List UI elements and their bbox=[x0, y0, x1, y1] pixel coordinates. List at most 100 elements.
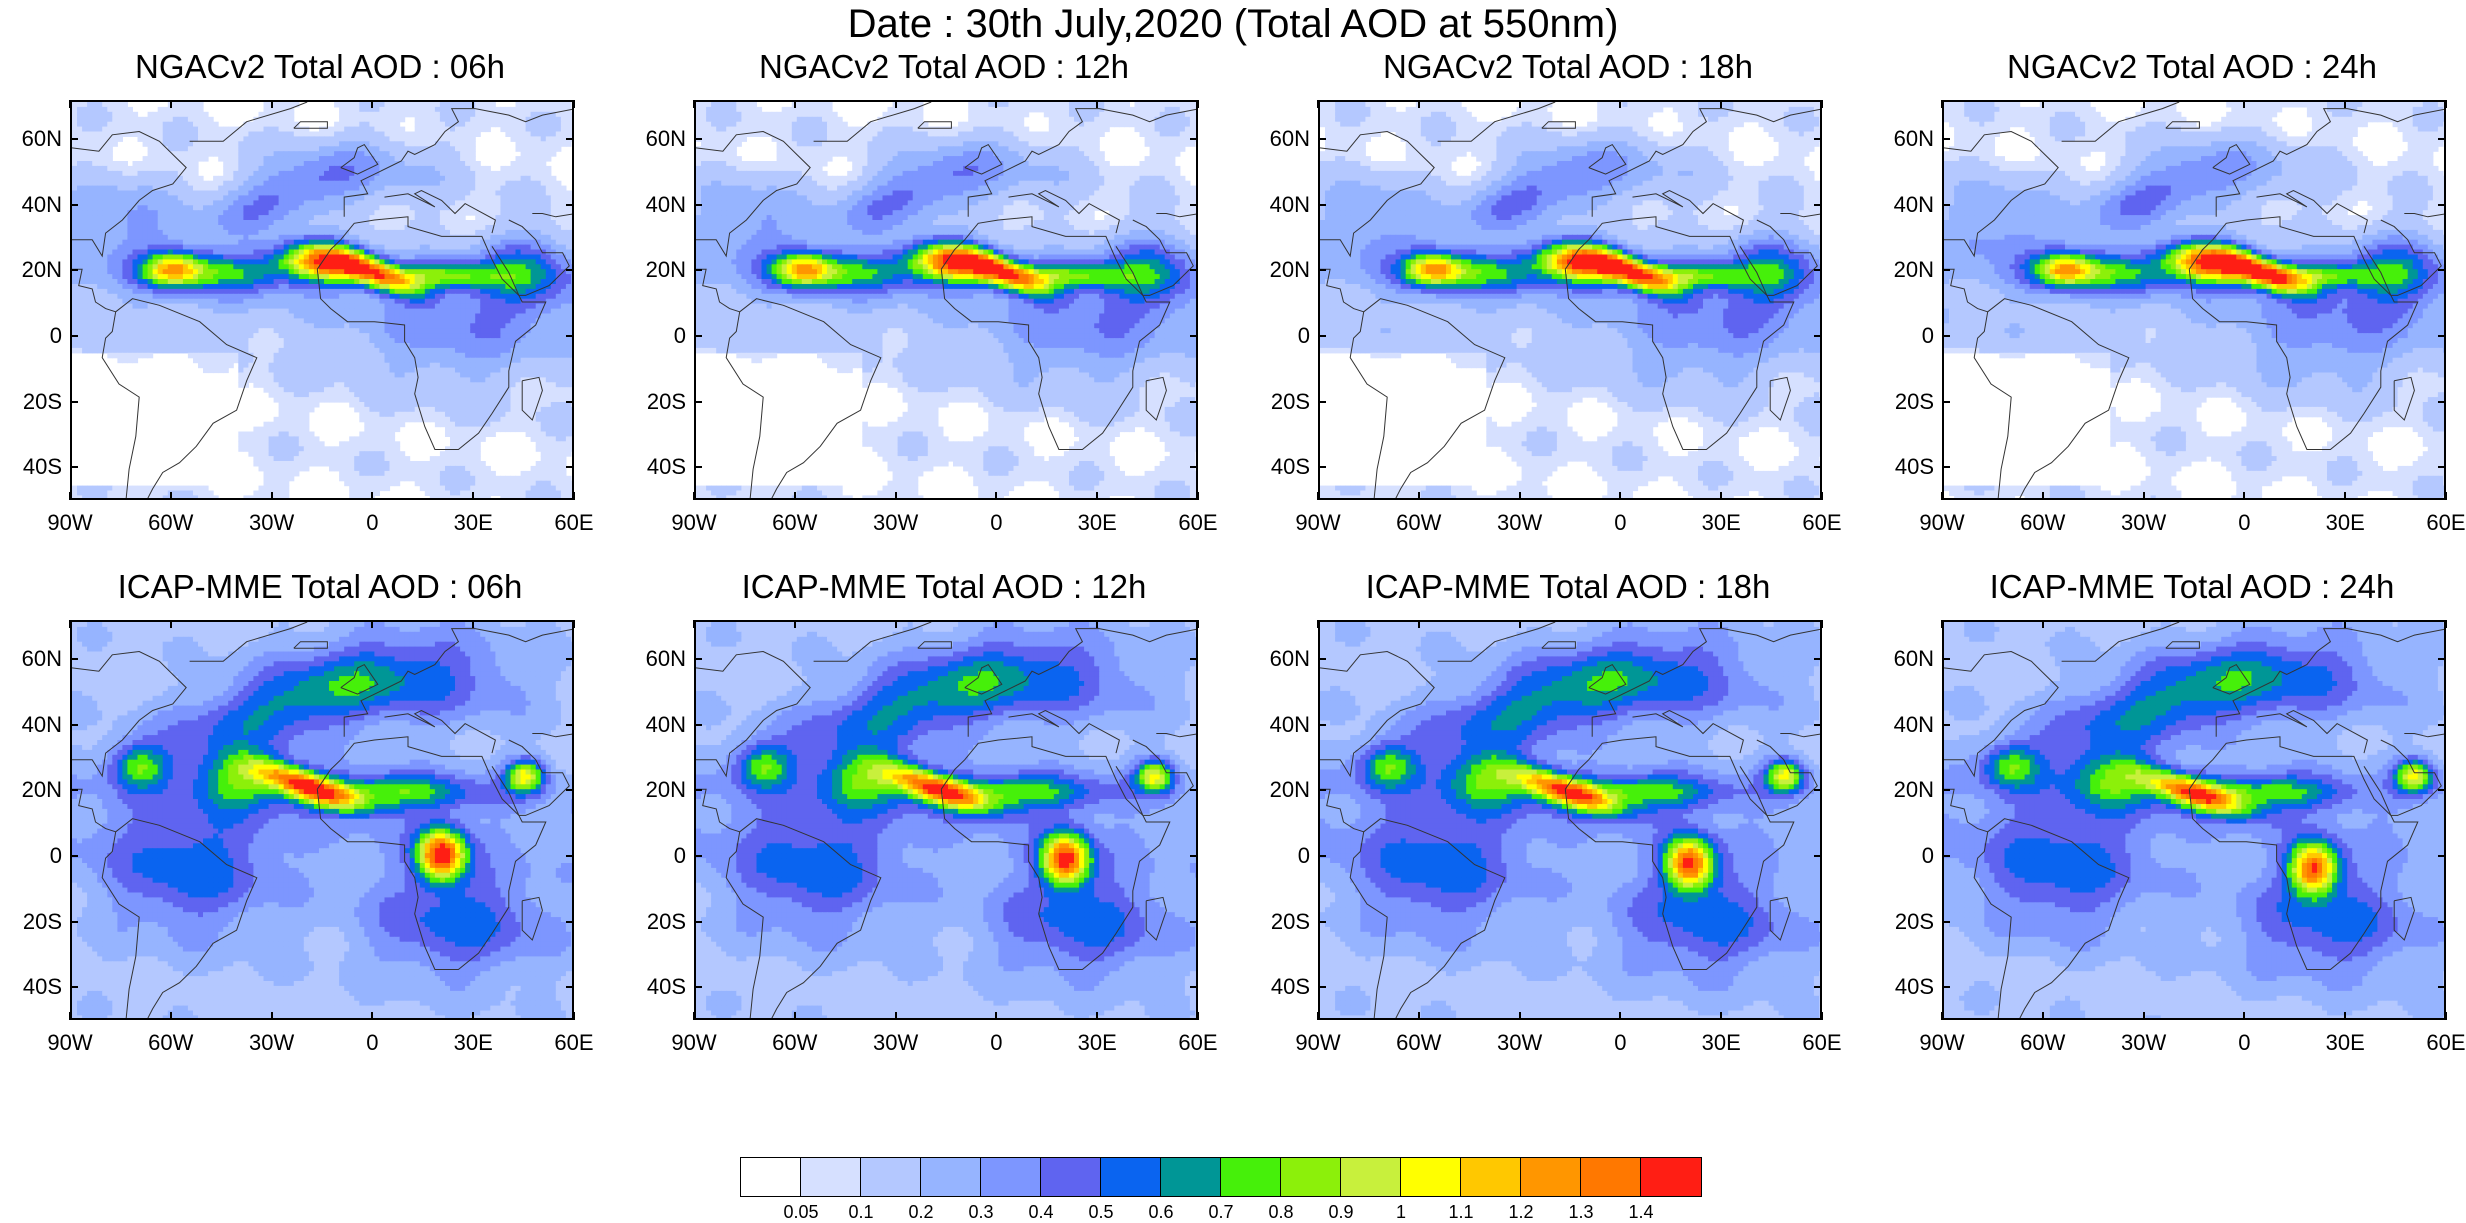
aod-map bbox=[1942, 620, 2446, 1020]
lat-tick-label: 0 bbox=[1872, 843, 1934, 869]
tick-mark bbox=[1619, 100, 1621, 108]
tick-mark bbox=[2344, 492, 2346, 500]
tick-mark bbox=[573, 1012, 575, 1020]
tick-mark bbox=[1942, 789, 1950, 791]
lat-tick-label: 20N bbox=[1872, 257, 1934, 283]
tick-mark bbox=[2344, 620, 2346, 628]
panel-title: ICAP-MME Total AOD : 12h bbox=[654, 568, 1234, 606]
tick-mark bbox=[2344, 100, 2346, 108]
tick-mark bbox=[170, 100, 172, 108]
lat-tick-label: 20N bbox=[0, 257, 62, 283]
tick-mark bbox=[69, 620, 71, 628]
tick-mark bbox=[794, 492, 796, 500]
tick-mark bbox=[2438, 204, 2446, 206]
tick-mark bbox=[1418, 620, 1420, 628]
tick-mark bbox=[1190, 921, 1198, 923]
panel-title: NGACv2 Total AOD : 06h bbox=[30, 48, 610, 86]
lon-tick-label: 90W bbox=[671, 1030, 716, 1056]
colorbar-swatch bbox=[801, 1158, 861, 1196]
tick-mark bbox=[694, 335, 702, 337]
tick-mark bbox=[271, 1012, 273, 1020]
lat-tick-label: 40S bbox=[1872, 454, 1934, 480]
tick-mark bbox=[70, 138, 78, 140]
colorbar-swatch bbox=[1341, 1158, 1401, 1196]
tick-mark bbox=[895, 492, 897, 500]
lon-tick-label: 60W bbox=[772, 510, 817, 536]
lat-tick-label: 60N bbox=[624, 646, 686, 672]
tick-mark bbox=[694, 921, 702, 923]
tick-mark bbox=[2243, 492, 2245, 500]
tick-mark bbox=[1942, 921, 1950, 923]
lat-tick-label: 20S bbox=[0, 389, 62, 415]
tick-mark bbox=[566, 466, 574, 468]
lat-tick-label: 0 bbox=[1248, 843, 1310, 869]
aod-map bbox=[694, 620, 1198, 1020]
tick-mark bbox=[694, 138, 702, 140]
tick-mark bbox=[566, 335, 574, 337]
lon-tick-label: 0 bbox=[2238, 510, 2250, 536]
tick-mark bbox=[1942, 724, 1950, 726]
lat-tick-label: 40S bbox=[1248, 974, 1310, 1000]
tick-mark bbox=[1096, 100, 1098, 108]
aod-field bbox=[1320, 622, 1822, 1020]
tick-mark bbox=[69, 1012, 71, 1020]
lon-tick-label: 60E bbox=[1802, 510, 1841, 536]
tick-mark bbox=[694, 401, 702, 403]
tick-mark bbox=[1942, 855, 1950, 857]
tick-mark bbox=[1197, 620, 1199, 628]
tick-mark bbox=[1318, 986, 1326, 988]
tick-mark bbox=[573, 620, 575, 628]
tick-mark bbox=[1190, 986, 1198, 988]
tick-mark bbox=[1096, 620, 1098, 628]
tick-mark bbox=[70, 658, 78, 660]
tick-mark bbox=[566, 789, 574, 791]
tick-mark bbox=[1318, 921, 1326, 923]
lon-tick-label: 60E bbox=[1178, 1030, 1217, 1056]
tick-mark bbox=[1814, 138, 1822, 140]
tick-mark bbox=[794, 620, 796, 628]
tick-mark bbox=[2438, 335, 2446, 337]
lon-tick-label: 30W bbox=[873, 1030, 918, 1056]
tick-mark bbox=[1190, 269, 1198, 271]
tick-mark bbox=[1941, 620, 1943, 628]
tick-mark bbox=[1418, 100, 1420, 108]
aod-field bbox=[72, 102, 574, 500]
colorbar-label: 1.4 bbox=[1628, 1202, 1653, 1223]
colorbar-swatch bbox=[861, 1158, 921, 1196]
aod-field bbox=[696, 102, 1198, 500]
tick-mark bbox=[794, 1012, 796, 1020]
tick-mark bbox=[694, 789, 702, 791]
colorbar-swatch bbox=[981, 1158, 1041, 1196]
tick-mark bbox=[472, 100, 474, 108]
lat-tick-label: 60N bbox=[0, 646, 62, 672]
tick-mark bbox=[70, 204, 78, 206]
tick-mark bbox=[2438, 269, 2446, 271]
tick-mark bbox=[995, 100, 997, 108]
tick-mark bbox=[1941, 492, 1943, 500]
lat-tick-label: 60N bbox=[1248, 126, 1310, 152]
colorbar-label: 1.3 bbox=[1568, 1202, 1593, 1223]
tick-mark bbox=[895, 100, 897, 108]
tick-mark bbox=[1190, 466, 1198, 468]
tick-mark bbox=[271, 620, 273, 628]
colorbar-swatch bbox=[1161, 1158, 1221, 1196]
tick-mark bbox=[70, 921, 78, 923]
tick-mark bbox=[2042, 492, 2044, 500]
lat-tick-label: 40S bbox=[0, 454, 62, 480]
colorbar-swatch bbox=[1401, 1158, 1461, 1196]
lat-tick-label: 40N bbox=[624, 192, 686, 218]
tick-mark bbox=[566, 204, 574, 206]
tick-mark bbox=[1814, 921, 1822, 923]
aod-field bbox=[1944, 102, 2446, 500]
lat-tick-label: 40S bbox=[624, 974, 686, 1000]
tick-mark bbox=[995, 620, 997, 628]
lon-tick-label: 30E bbox=[454, 510, 493, 536]
tick-mark bbox=[271, 492, 273, 500]
tick-mark bbox=[1190, 335, 1198, 337]
lon-tick-label: 30E bbox=[454, 1030, 493, 1056]
tick-mark bbox=[2438, 138, 2446, 140]
tick-mark bbox=[693, 492, 695, 500]
